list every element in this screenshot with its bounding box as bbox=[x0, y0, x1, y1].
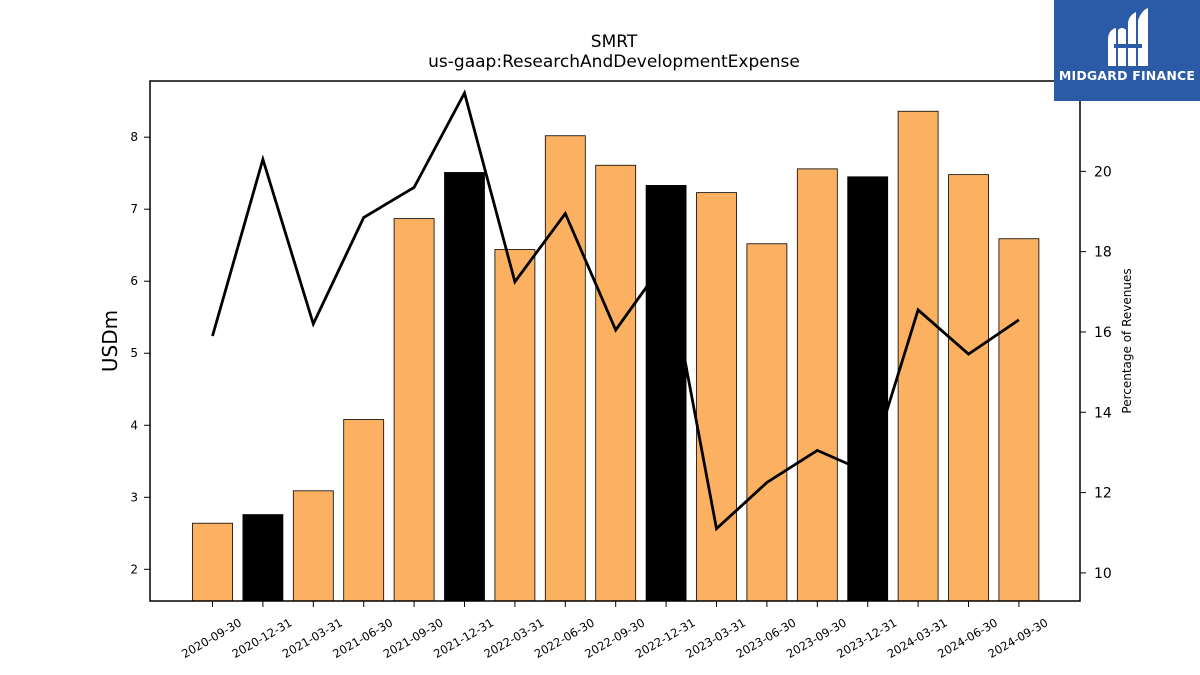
bar-2024-09-30 bbox=[998, 238, 1040, 602]
left-axis: 2 3 4 5 6 7 8 bbox=[130, 130, 150, 576]
bar-2022-06-30 bbox=[544, 135, 586, 602]
bar-series bbox=[192, 110, 1040, 602]
y-tick-label: 7 bbox=[130, 202, 138, 216]
chart-title: SMRT bbox=[590, 32, 638, 52]
bar-2023-12-31 bbox=[847, 176, 889, 602]
y-tick-label: 4 bbox=[130, 418, 138, 432]
bar-2021-06-30 bbox=[343, 419, 385, 602]
y2-tick-label: 18 bbox=[1094, 245, 1112, 261]
y2-tick-label: 12 bbox=[1094, 486, 1112, 502]
y-tick-label: 2 bbox=[130, 562, 138, 576]
bar-2022-09-30 bbox=[595, 164, 637, 602]
midgard-logo-icon bbox=[1108, 8, 1148, 66]
y2-tick-label: 20 bbox=[1094, 164, 1112, 180]
y2-tick-label: 16 bbox=[1094, 325, 1112, 341]
bar-2020-09-30 bbox=[192, 522, 233, 602]
y-tick-label: 6 bbox=[130, 274, 138, 288]
right-axis: 10 12 14 16 18 20 bbox=[1080, 164, 1112, 582]
chart-subtitle: us-gaap:ResearchAndDevelopmentExpense bbox=[428, 52, 800, 72]
line-series bbox=[211, 89, 1020, 532]
bar-2021-12-31 bbox=[444, 172, 485, 602]
bar-2023-09-30 bbox=[796, 168, 838, 602]
bar-2023-03-31 bbox=[696, 192, 737, 602]
plot-frame bbox=[149, 80, 1081, 602]
y2-tick-label: 14 bbox=[1094, 405, 1112, 421]
bar-2024-06-30 bbox=[948, 174, 989, 602]
bar-2022-03-31 bbox=[494, 249, 536, 602]
bar-2023-06-30 bbox=[746, 243, 788, 602]
bar-2021-09-30 bbox=[393, 218, 435, 602]
y2-tick-label: 10 bbox=[1094, 566, 1112, 582]
y-axis-label: USDm bbox=[98, 310, 122, 372]
bar-2021-03-31 bbox=[292, 490, 334, 602]
bar-2020-12-31 bbox=[242, 514, 284, 602]
bar-2022-12-31 bbox=[645, 185, 687, 602]
y-tick-label: 8 bbox=[130, 130, 138, 144]
logo-text: MIDGARD FINANCE bbox=[1058, 68, 1196, 83]
midgard-finance-logo: MIDGARD FINANCE bbox=[1054, 0, 1200, 101]
y-tick-label: 3 bbox=[130, 490, 138, 504]
x-axis: 2020-09-302020-12-312021-03-312021-06-30… bbox=[179, 601, 1050, 661]
percentage-line bbox=[211, 89, 1020, 532]
y2-axis-label: Percentage of Revenues bbox=[1120, 268, 1134, 413]
y-tick-label: 5 bbox=[130, 346, 138, 360]
